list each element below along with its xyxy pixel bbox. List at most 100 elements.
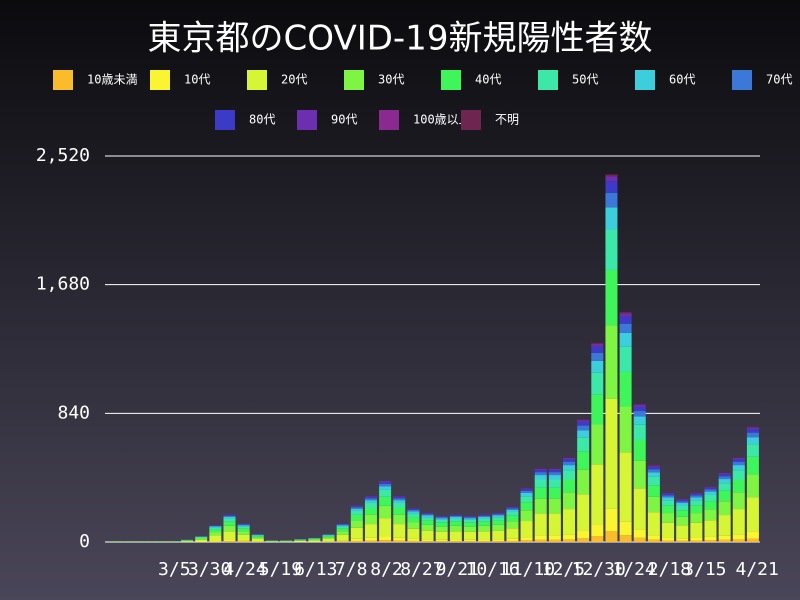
bar-segment (449, 539, 462, 542)
bar-segment (435, 541, 448, 542)
bar-segment (379, 540, 392, 542)
bar-segment (294, 540, 307, 541)
legend-swatch (379, 110, 399, 130)
bar-segment (591, 346, 604, 353)
bar-segment (690, 500, 703, 506)
bar-segment (506, 538, 519, 541)
bar-segment (393, 540, 406, 542)
bar-segment (647, 472, 660, 477)
bar-segment (676, 502, 689, 506)
bar-segment (364, 540, 377, 542)
bar-segment (605, 174, 618, 177)
bar-segment (591, 342, 604, 344)
bar-segment (407, 511, 420, 514)
bar-segment (364, 514, 377, 525)
bar-segment (690, 497, 703, 501)
bar-segment (605, 530, 618, 542)
bar-segment (322, 538, 335, 542)
bar-segment (520, 492, 533, 497)
bar-segment (251, 536, 264, 538)
legend-label: 不明 (495, 113, 519, 127)
bar-segment (619, 323, 632, 333)
bar-segment (704, 536, 717, 541)
bar-segment (308, 540, 321, 542)
bar-segment (633, 404, 646, 407)
bar-segment (718, 474, 731, 477)
bar-segment (463, 516, 476, 518)
bar-segment (435, 519, 448, 523)
bar-segment (633, 529, 646, 538)
bar-segment (322, 537, 335, 539)
bar-segment (393, 500, 406, 503)
bar-segment (605, 176, 618, 182)
bar-segment (350, 508, 363, 511)
bar-segment (534, 468, 547, 471)
legend-swatch (635, 70, 655, 90)
bar-segment (407, 508, 420, 510)
bar-segment (548, 472, 561, 476)
bar-segment (237, 531, 250, 535)
bar-segment (605, 207, 618, 230)
bar-segment (690, 522, 703, 538)
bar-segment (619, 452, 632, 522)
bar-segment (732, 534, 745, 540)
bar-segment (605, 181, 618, 193)
x-tick-label: 9/21 (436, 559, 479, 580)
bar-segment (393, 502, 406, 508)
bar-segment (421, 520, 434, 525)
bar-segment (463, 519, 476, 523)
bar-segment (647, 465, 660, 467)
bar-segment (336, 528, 349, 532)
bar-segment (746, 426, 759, 428)
legend-label: 10歳未満 (87, 73, 137, 87)
bar-segment (251, 538, 264, 542)
bar-segment (492, 515, 505, 518)
bar-segment (520, 490, 533, 493)
bar-segment (690, 493, 703, 496)
bar-segment (195, 538, 208, 540)
bar-segment (591, 343, 604, 347)
bar-segment (577, 437, 590, 452)
bar-segment (506, 509, 519, 512)
bar-segment (336, 524, 349, 526)
bar-segment (534, 539, 547, 542)
bar-segment (435, 531, 448, 540)
bar-segment (364, 502, 377, 508)
legend-label: 90代 (331, 113, 357, 127)
bar-segment (534, 470, 547, 473)
bar-segment (690, 513, 703, 523)
bar-segment (591, 464, 604, 525)
bar-segment (478, 515, 491, 516)
bar-segment (591, 394, 604, 425)
bar-segment (223, 541, 236, 542)
bar-segment (676, 499, 689, 501)
bar-segment (492, 530, 505, 540)
bar-segment (577, 419, 590, 421)
bar-segment (322, 536, 335, 538)
bar-segment (534, 498, 547, 514)
bar-segment (732, 457, 745, 460)
bar-segment (577, 421, 590, 426)
chart-title: 東京都のCOVID-19新規陽性者数 (148, 19, 653, 59)
bar-segment (662, 540, 675, 542)
bar-segment (478, 541, 491, 542)
legend-swatch (461, 110, 481, 130)
bar-segment (463, 541, 476, 542)
bar-segment (209, 525, 222, 527)
x-tick-label: 3/15 (683, 559, 726, 580)
bar-segment (223, 521, 236, 526)
bar-segment (718, 501, 731, 516)
bar-segment (463, 526, 476, 532)
bar-segment (336, 534, 349, 541)
bar-segment (350, 507, 363, 509)
bar-segment (676, 500, 689, 502)
bar-segment (364, 524, 377, 538)
x-tick-label: 4/24 (223, 559, 266, 580)
bar-segment (662, 513, 675, 523)
bar-segment (732, 509, 745, 535)
bar-segment (379, 483, 392, 487)
bar-segment (732, 461, 745, 466)
bar-segment (181, 541, 194, 542)
bar-segment (336, 541, 349, 542)
bar-segment (237, 524, 250, 526)
